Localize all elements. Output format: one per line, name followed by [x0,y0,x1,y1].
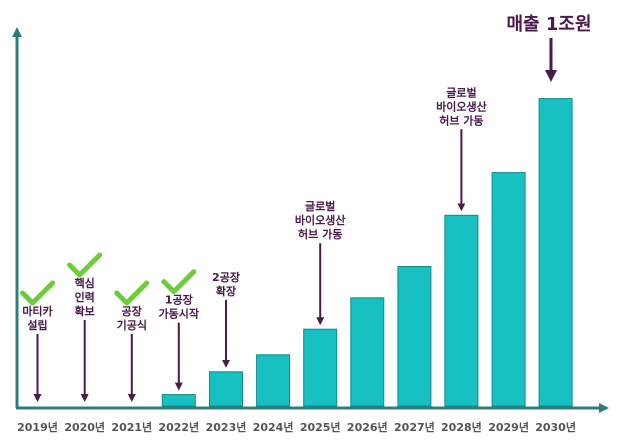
annotation-line: 공장 [122,304,142,318]
annotation-line: 확보 [75,304,95,318]
x-tick-labels: 2019년 2020년 2021년 2022년 2023년 2024년 2025년 2026년… [17,420,576,434]
annotation-line: 기공식 [117,318,147,332]
bar [397,266,432,407]
annotation-line: 가동시작 [159,307,199,321]
axes [12,27,609,413]
annotation-line: 마티카 [22,304,52,318]
bar [350,297,385,407]
x-tick-label: 2020년 [64,420,105,434]
annotation-line: 1공장 [165,293,193,307]
bar [161,394,196,407]
annotation-line: 확장 [216,284,236,298]
annotation-line: 바이오생산 [295,213,346,227]
check-icon [20,280,56,306]
x-tick-label: 2021년 [111,420,152,434]
bar [209,371,243,407]
annotation-line: 설립 [27,318,47,332]
bar [538,98,573,407]
x-tick-label: 2022년 [158,420,199,434]
x-tick-label: 2026년 [347,420,388,434]
check-icon [161,269,197,295]
x-tick-label: 2024년 [253,420,294,434]
x-tick-label: 2027년 [394,420,435,434]
check-icon [114,280,150,306]
x-tick-label: 2030년 [535,420,576,434]
x-tick-label: 2019년 [17,420,58,434]
x-tick-label: 2023년 [206,420,247,434]
bar [491,172,526,407]
bar [444,214,479,407]
annotation-line: 핵심 [75,276,95,290]
x-tick-label: 2028년 [441,420,482,434]
headline-label: 매출 1조원 [506,14,591,35]
annotation-line: 2공장 [212,270,240,284]
annotation-line: 글로벌 [446,85,476,99]
check-icon [67,252,103,278]
x-tick-label: 2025년 [300,420,341,434]
annotation-line: 글로벌 [305,199,335,213]
x-tick-label: 2029년 [488,420,529,434]
headline-group: 매출 1조원 [506,14,592,82]
annotation-line: 인력 [75,290,95,304]
annotation-line: 허브 가동 [298,227,342,241]
annotation-line: 허브 가동 [439,113,483,127]
bar [303,328,338,407]
bar [256,354,291,407]
annotation-line: 바이오생산 [436,99,487,113]
bar-series [161,98,573,407]
